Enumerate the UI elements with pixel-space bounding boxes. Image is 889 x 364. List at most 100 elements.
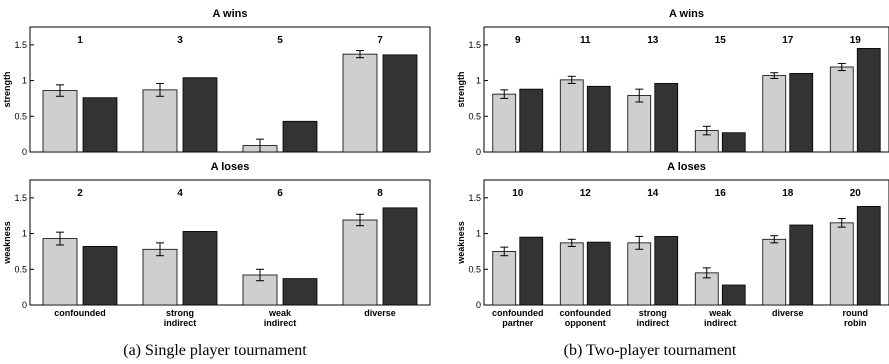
group-number: 9 xyxy=(515,35,521,46)
group-number: 8 xyxy=(377,188,383,199)
bar-dark xyxy=(586,85,611,153)
category-label: weak indirect xyxy=(704,308,737,328)
bar-dark xyxy=(586,241,611,306)
bar-dark xyxy=(382,207,418,306)
bar-light xyxy=(627,95,652,153)
chart-title: A loses xyxy=(667,161,706,173)
group-number: 16 xyxy=(715,188,727,199)
category-label: confounded partner xyxy=(492,308,544,328)
error-bar xyxy=(256,268,264,282)
bar-light xyxy=(829,66,854,153)
error-bar xyxy=(635,235,644,250)
category-label: diverse xyxy=(364,308,396,318)
chart-a-wins-two-player: A wins strength 0 0.5 1 1.5 9 11 13 15 17 19 xyxy=(456,8,889,157)
y-tick-label: 1 xyxy=(22,229,27,239)
caption-b: (b) Two-player tournament xyxy=(564,342,737,359)
error-bar xyxy=(356,213,364,227)
bar-light xyxy=(762,75,787,153)
y-tick-label: 0.5 xyxy=(468,111,481,121)
chart-title: A wins xyxy=(212,8,247,20)
bar-dark xyxy=(519,236,544,306)
bar-dark xyxy=(282,278,318,306)
group-number: 5 xyxy=(277,35,283,46)
bar-dark xyxy=(721,132,746,153)
bar-light xyxy=(559,79,584,153)
y-tick-label: 1 xyxy=(22,76,27,86)
error-bar xyxy=(56,84,64,97)
bar-dark xyxy=(721,284,746,306)
bar-light xyxy=(42,90,78,153)
bar-dark xyxy=(789,73,814,153)
plot-frame xyxy=(483,179,889,306)
category-label: confounded xyxy=(54,308,106,318)
y-tick-label: 1.5 xyxy=(468,40,481,50)
group-number: 20 xyxy=(850,188,862,199)
y-tick-label: 0 xyxy=(476,147,481,157)
error-bar xyxy=(702,125,711,136)
y-tick-label: 0 xyxy=(22,300,27,310)
group-number: 13 xyxy=(647,35,659,46)
group-number: 10 xyxy=(512,188,524,199)
category-label: weak indirect xyxy=(264,308,297,328)
group-number: 11 xyxy=(580,35,591,46)
group-number: 2 xyxy=(77,188,83,199)
y-axis-label: strength xyxy=(456,72,466,108)
y-tick-label: 0 xyxy=(22,147,27,157)
bar-dark xyxy=(654,236,679,306)
group-number: 19 xyxy=(850,35,862,46)
error-bar xyxy=(770,235,779,244)
y-tick-label: 0 xyxy=(476,300,481,310)
bar-dark xyxy=(82,246,118,306)
bar-light xyxy=(829,222,854,306)
group-number: 14 xyxy=(647,188,659,199)
y-axis-label: strength xyxy=(2,72,12,108)
caption-a: (a) Single player tournament xyxy=(123,342,307,359)
chart-a-loses-single: A loses weakness 0 0.5 1 1.5 2 confounded 4 stron… xyxy=(2,161,431,328)
y-axis-label: weakness xyxy=(2,221,12,265)
group-number: 1 xyxy=(77,35,83,46)
group-number: 18 xyxy=(782,188,794,199)
bar-light xyxy=(142,248,178,306)
category-label: diverse xyxy=(772,308,804,318)
y-tick-label: 1.5 xyxy=(468,193,481,203)
bar-dark xyxy=(182,77,218,153)
chart-title: A wins xyxy=(669,8,704,20)
group-number: 4 xyxy=(177,188,183,199)
y-tick-label: 0.5 xyxy=(14,264,27,274)
error-bar xyxy=(837,62,846,72)
error-bar xyxy=(702,267,711,279)
category-label: confounded opponent xyxy=(560,308,612,328)
error-bar xyxy=(500,89,509,99)
group-number: 15 xyxy=(715,35,727,46)
error-bar xyxy=(256,138,264,153)
plot-frame xyxy=(29,26,431,153)
y-tick-label: 0.5 xyxy=(14,111,27,121)
bar-dark xyxy=(856,206,881,306)
y-tick-label: 1 xyxy=(476,76,481,86)
error-bar xyxy=(156,82,164,97)
bar-light xyxy=(559,242,584,306)
category-label: strong indirect xyxy=(636,308,669,328)
error-bar xyxy=(567,238,576,247)
category-label: round robin xyxy=(843,308,869,328)
bar-dark xyxy=(282,120,318,153)
y-axis-label: weakness xyxy=(456,221,466,265)
bar-light xyxy=(492,251,517,306)
group-number: 6 xyxy=(277,188,283,199)
y-tick-label: 1.5 xyxy=(14,193,27,203)
plot-frame xyxy=(483,26,889,153)
bar-light xyxy=(142,89,178,153)
bar-light xyxy=(42,238,78,306)
y-tick-label: 1 xyxy=(476,229,481,239)
bar-light xyxy=(342,219,378,306)
bar-dark xyxy=(82,97,118,153)
bar-dark xyxy=(182,231,218,306)
error-bar xyxy=(567,75,576,84)
bar-light xyxy=(627,242,652,306)
bar-dark xyxy=(519,88,544,153)
error-bar xyxy=(356,50,364,59)
plot-frame xyxy=(29,179,431,306)
y-tick-label: 1.5 xyxy=(14,40,27,50)
group-number: 3 xyxy=(177,35,183,46)
